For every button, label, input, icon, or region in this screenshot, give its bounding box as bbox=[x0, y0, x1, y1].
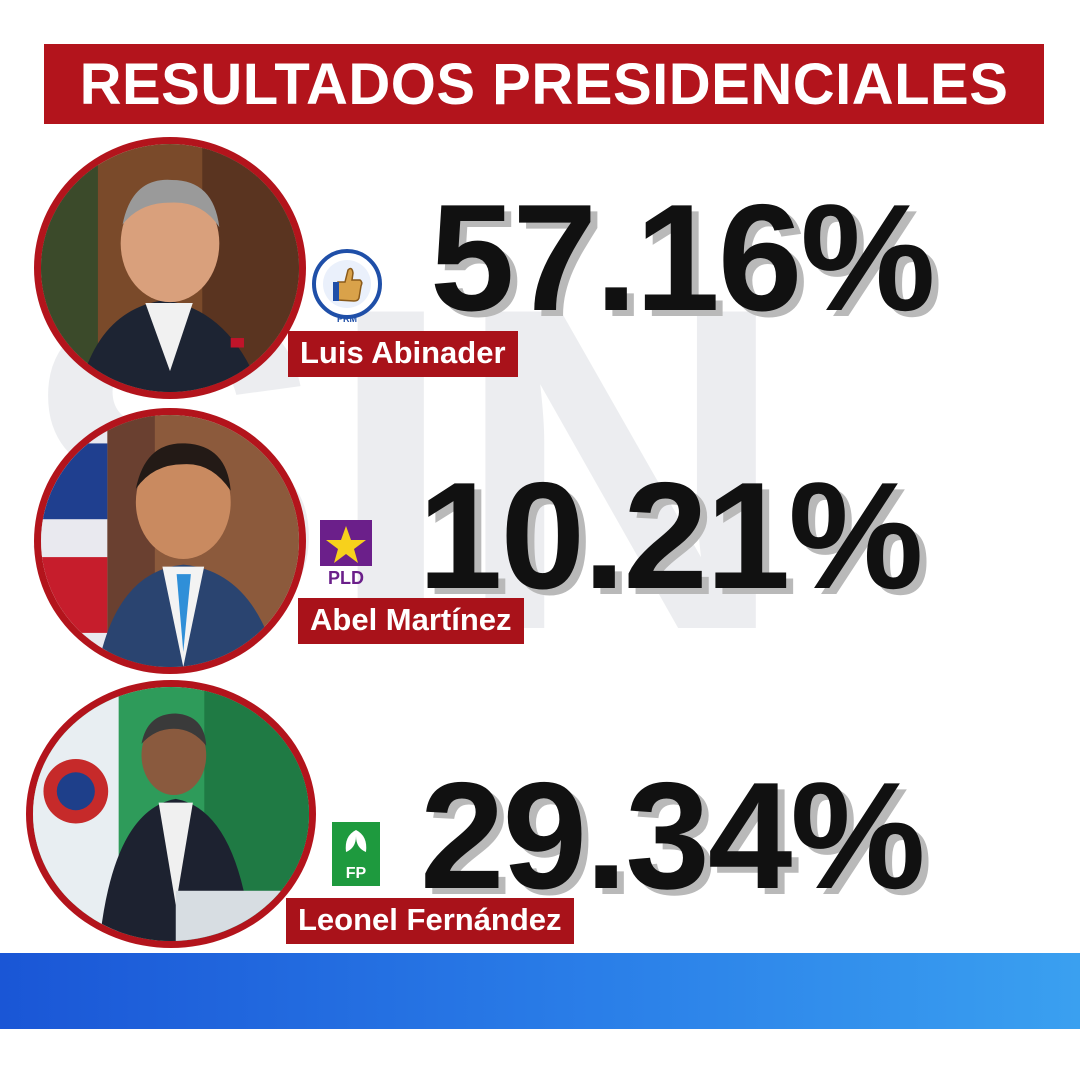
pld-logo-label: PLD bbox=[328, 568, 364, 588]
candidate-name-abinader: Luis Abinader bbox=[288, 331, 518, 377]
candidate-photo-martinez bbox=[34, 408, 306, 674]
fp-logo-label: FP bbox=[346, 865, 367, 882]
candidate-percent-abinader: 57.16% bbox=[430, 173, 936, 343]
candidate-name-fernandez: Leonel Fernández bbox=[286, 898, 574, 944]
fp-logo-icon: FP bbox=[332, 822, 380, 886]
pld-logo-icon: PLD bbox=[320, 520, 372, 588]
prm-logo-icon: PRM bbox=[312, 249, 382, 324]
prm-logo-label: PRM bbox=[337, 314, 357, 324]
footer-band bbox=[0, 953, 1080, 1029]
page-title: RESULTADOS PRESIDENCIALES bbox=[79, 51, 1009, 117]
candidate-percent-fernandez: 29.34% bbox=[420, 751, 926, 921]
candidate-photo-fernandez bbox=[26, 680, 316, 948]
title-banner: RESULTADOS PRESIDENCIALES bbox=[44, 44, 1044, 124]
candidate-percent-martinez: 10.21% bbox=[418, 451, 924, 621]
candidate-photo-abinader bbox=[34, 137, 306, 399]
candidate-name-martinez: Abel Martínez bbox=[298, 598, 524, 644]
